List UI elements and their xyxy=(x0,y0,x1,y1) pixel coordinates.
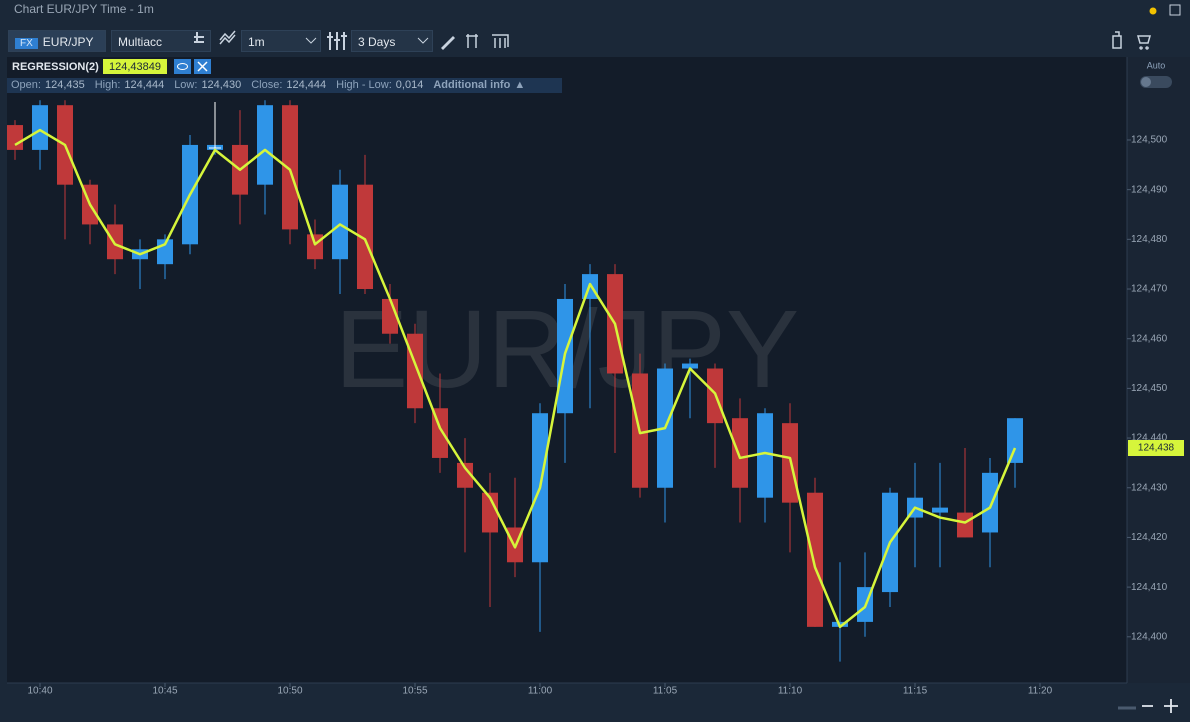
x-tick-label: 11:00 xyxy=(528,686,553,697)
toggle-knob xyxy=(1141,77,1151,87)
status-dot xyxy=(1149,7,1157,15)
candle-body xyxy=(282,105,298,230)
close-label: Close: xyxy=(251,79,283,91)
open-label: Open: xyxy=(11,79,41,91)
last-price-label: 124,438 xyxy=(1138,443,1175,454)
range-label: High - Low: xyxy=(336,79,392,91)
close-icon xyxy=(197,61,208,72)
candle-body xyxy=(932,507,948,513)
regression-line xyxy=(14,128,1017,629)
x-tick-label: 10:55 xyxy=(402,686,427,697)
y-tick-label: 124,470 xyxy=(1131,284,1168,295)
maximize-button[interactable] xyxy=(1169,4,1181,16)
indicator-name: REGRESSION(2) xyxy=(12,61,99,73)
open-value: 124,435 xyxy=(44,79,85,91)
y-tick-label: 124,440 xyxy=(1131,433,1168,444)
candle-body xyxy=(32,105,48,150)
y-tick-label: 124,430 xyxy=(1131,482,1168,493)
market-badge: FX xyxy=(15,38,38,49)
eye-icon xyxy=(177,63,188,70)
cursor-crosshair xyxy=(209,102,221,149)
tools-icons[interactable] xyxy=(466,34,509,48)
close-value: 124,444 xyxy=(286,79,327,91)
account-icon[interactable] xyxy=(194,32,204,43)
candle-body xyxy=(757,413,773,498)
trade-icons[interactable] xyxy=(1112,31,1151,50)
candle-body xyxy=(457,462,473,488)
y-tick-label: 124,400 xyxy=(1131,631,1168,642)
candle-body xyxy=(682,363,698,369)
range: 3 Days xyxy=(358,35,396,49)
candle-body xyxy=(482,492,498,533)
candle-body xyxy=(357,184,373,290)
timeframe-selector[interactable]: 1m xyxy=(241,30,321,52)
y-tick-label: 124,450 xyxy=(1131,383,1168,394)
ohlc-info-bar: Open: 124,435 High: 124,444 Low: 124,430 Close… xyxy=(7,78,562,93)
candle-body xyxy=(1007,418,1023,463)
candle-body xyxy=(257,105,273,185)
candle-body xyxy=(407,333,423,409)
y-tick-label: 124,410 xyxy=(1131,582,1168,593)
x-tick-label: 11:10 xyxy=(778,686,803,697)
candle-body xyxy=(732,418,748,488)
y-tick-label: 124,420 xyxy=(1131,532,1168,543)
timeframe: 1m xyxy=(248,35,265,49)
x-tick-label: 10:50 xyxy=(277,686,302,697)
low-label: Low: xyxy=(174,79,198,91)
x-tick-label: 11:15 xyxy=(903,686,928,697)
candle-body xyxy=(332,184,348,260)
chart-type-icon[interactable] xyxy=(219,30,236,45)
auto-label: Auto xyxy=(1147,60,1166,70)
toolbar-icons xyxy=(194,30,1151,50)
candle-body xyxy=(982,472,998,533)
additional-info[interactable]: Additional info xyxy=(433,79,511,91)
x-tick-label: 11:05 xyxy=(653,686,678,697)
symbol-selector[interactable]: FX EUR/JPY xyxy=(8,30,106,52)
y-tick-label: 124,460 xyxy=(1131,333,1168,344)
range-value: 0,014 xyxy=(395,79,424,91)
y-tick-label: 124,480 xyxy=(1131,234,1168,245)
candle-body xyxy=(307,234,323,260)
candle-body xyxy=(807,492,823,627)
symbol: EUR/JPY xyxy=(42,35,94,49)
expand-arrow: ▲ xyxy=(514,79,526,91)
low-value: 124,430 xyxy=(201,79,242,91)
high-label: High: xyxy=(94,79,121,91)
last-price-box xyxy=(1128,440,1184,457)
y-tick-label: 124,500 xyxy=(1131,135,1168,146)
draw-icon[interactable] xyxy=(441,36,455,50)
candle-body xyxy=(957,512,973,538)
zoom-buttons[interactable] xyxy=(1142,699,1178,713)
y-tick-label: 124,490 xyxy=(1131,184,1168,195)
x-tick-label: 10:40 xyxy=(27,686,52,697)
account: Multiacc xyxy=(118,35,163,49)
range-selector[interactable]: 3 Days xyxy=(351,30,433,52)
x-tick-label: 10:45 xyxy=(152,686,177,697)
window-title: Chart EUR/JPY Time - 1m xyxy=(14,2,154,16)
window-controls xyxy=(1149,4,1181,16)
indicator-value: 124,43849 xyxy=(109,61,161,73)
visibility-button[interactable] xyxy=(174,59,191,74)
x-tick-label: 11:20 xyxy=(1028,686,1053,697)
indicator-value-box xyxy=(103,59,167,74)
candles-icon[interactable] xyxy=(327,32,347,50)
account-selector[interactable]: Multiacc xyxy=(111,30,211,52)
y-axis-area xyxy=(1127,57,1190,683)
high-value: 124,444 xyxy=(124,79,165,91)
candle-body xyxy=(7,125,23,150)
dropdown-arrows xyxy=(305,37,429,44)
candle-body xyxy=(107,224,123,260)
footer xyxy=(0,700,1190,722)
